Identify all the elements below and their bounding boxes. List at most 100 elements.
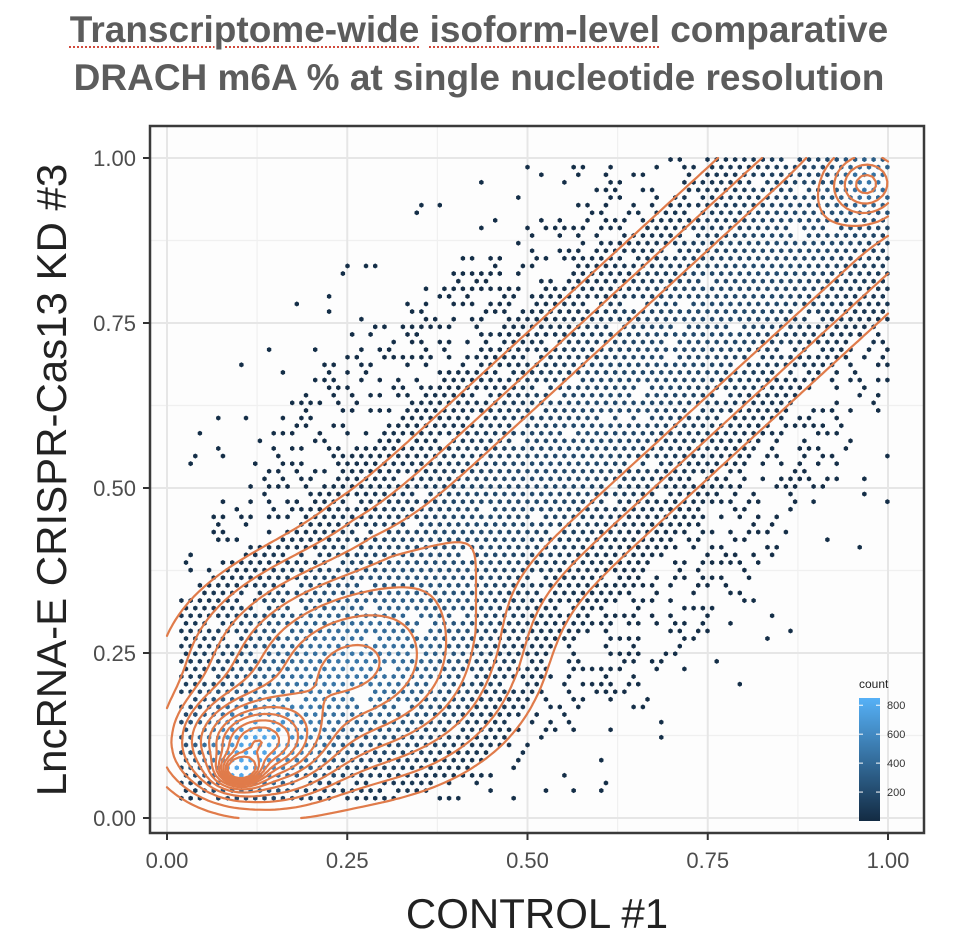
title-word-1: Transcriptome-wide [69, 9, 420, 50]
hex-cell [299, 719, 304, 725]
hex-cell [479, 712, 484, 718]
hex-cell [511, 795, 516, 801]
hex-cell [409, 719, 415, 725]
hex-cell [276, 727, 281, 733]
hex-cell [603, 780, 609, 786]
hex-cell [197, 750, 203, 756]
hex-cell [446, 795, 452, 801]
hex-cell [493, 704, 498, 710]
hex-cell [359, 757, 364, 763]
hex-cell [354, 704, 359, 710]
x-tick-label: 0.75 [686, 848, 729, 873]
hex-cell [456, 734, 461, 740]
hex-cell [543, 727, 549, 733]
hex-cell [386, 712, 392, 718]
legend-tick-label: 800 [887, 700, 905, 712]
hex-cell [516, 712, 521, 718]
hex-cell [391, 765, 396, 771]
hex-cell [479, 772, 484, 778]
hex-cell [340, 742, 346, 748]
hex-cell [386, 772, 392, 778]
hex-cell [423, 757, 429, 763]
hex-cell [608, 727, 613, 733]
hex-cell [548, 704, 553, 710]
hex-cell [197, 780, 203, 786]
hex-cell [331, 788, 336, 794]
hex-cell [469, 727, 475, 733]
hex-cell [488, 712, 493, 718]
legend-tick-label: 200 [887, 787, 905, 799]
hex-cell [331, 712, 336, 718]
y-tick-label: 0.00 [93, 806, 136, 831]
hex-cell [363, 734, 369, 740]
hex-cell [188, 704, 193, 710]
y-tick-label: 0.25 [93, 641, 136, 666]
hex-cell [493, 734, 498, 740]
hex-cell [373, 719, 378, 725]
hex-cell [469, 712, 475, 718]
hex-cell [566, 719, 572, 725]
hex-cell [474, 780, 479, 786]
hex-cell [234, 765, 239, 771]
hex-cell [193, 712, 198, 718]
hex-cell [345, 734, 350, 740]
hex-cell [386, 727, 392, 733]
hex-cell [193, 788, 198, 794]
legend-colorbar [859, 698, 880, 821]
x-tick-label: 1.00 [867, 848, 910, 873]
legend-title: count [859, 677, 889, 691]
hex-cell [483, 750, 489, 756]
legend-tick-label: 600 [887, 729, 905, 741]
hex-cell [442, 712, 447, 718]
hex-cell [345, 750, 350, 756]
hex-cell [294, 757, 299, 763]
hex-cell [336, 719, 341, 725]
hex-cell [437, 765, 442, 771]
hex-cell [322, 742, 327, 748]
hex-cell [534, 712, 539, 718]
title-word-3: comparative [670, 9, 889, 50]
hex-cell [373, 750, 378, 756]
hex-cell [479, 742, 484, 748]
hex-cell [465, 734, 470, 740]
hex-cell [336, 734, 341, 740]
hex-cell [313, 712, 318, 718]
hex-cell [193, 742, 198, 748]
hex-cell [354, 780, 359, 786]
hex-cell [326, 734, 332, 740]
hex-cell [456, 704, 461, 710]
hex-cell [345, 795, 350, 801]
title-word-2: isoform-level [429, 9, 660, 50]
hex-cell [299, 734, 304, 740]
hex-cell [488, 727, 493, 733]
hex-cell [543, 788, 549, 794]
hex-cell [322, 727, 327, 733]
hex-cell [456, 795, 461, 801]
hex-cell [488, 772, 493, 778]
hex-cell [400, 750, 406, 756]
hex-cell [280, 719, 286, 725]
hex-cell [433, 727, 438, 733]
hex-cell [405, 788, 410, 794]
hex-cell [396, 742, 401, 748]
hex-cell [428, 780, 433, 786]
hex-cell [368, 712, 373, 718]
hex-cell [502, 704, 507, 710]
y-axis-label: LncRNA-E CRISPR-Cas13 KD #3 [28, 164, 75, 797]
hex-cell [460, 757, 466, 763]
hex-cell [326, 750, 332, 756]
hex-cell [414, 772, 419, 778]
hex-cell [409, 780, 415, 786]
hex-cell [340, 712, 346, 718]
hex-cell [456, 765, 461, 771]
hex-cell [308, 719, 313, 725]
hex-cell [331, 727, 336, 733]
hex-cell [442, 742, 447, 748]
hex-cell [502, 719, 507, 725]
hex-cell [525, 742, 530, 748]
hex-cell [400, 780, 406, 786]
hex-cell [266, 742, 272, 748]
hex-cell [317, 780, 323, 786]
hex-cell [442, 727, 447, 733]
hex-cell [234, 734, 239, 740]
